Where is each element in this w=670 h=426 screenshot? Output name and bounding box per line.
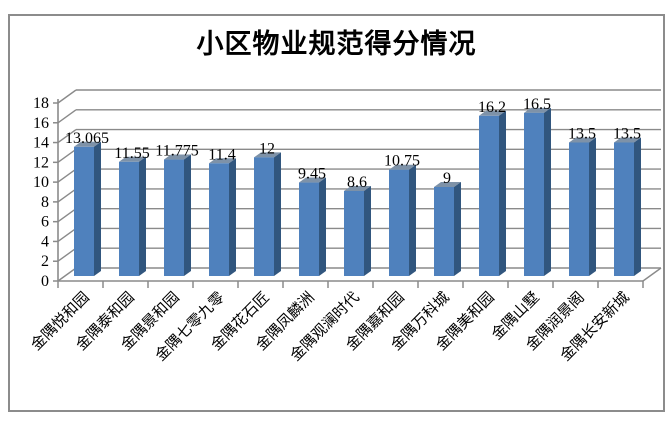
bar [569, 137, 596, 276]
bar-top-face [119, 156, 146, 162]
bar-side-face [589, 137, 596, 276]
bar [254, 152, 281, 276]
bars [74, 107, 641, 276]
bar-top-face [254, 152, 281, 158]
bar [299, 177, 326, 276]
bar-side-face [274, 152, 281, 276]
bar-front-face [614, 142, 634, 276]
bar [119, 156, 146, 276]
bar-front-face [479, 115, 499, 276]
bar-front-face [299, 182, 319, 276]
side-wall-edge [57, 109, 77, 124]
y-tick-label: 14 [33, 135, 49, 152]
bar-top-face [389, 164, 416, 170]
bar-top-face [479, 110, 506, 116]
bar-value-label: 13.5 [568, 126, 596, 143]
bar-side-face [454, 182, 461, 276]
bar-value-label: 9.45 [298, 166, 326, 183]
bar-front-face [524, 112, 544, 276]
y-tick-label: 18 [33, 95, 49, 112]
bar [209, 158, 236, 276]
bar-side-face [544, 107, 551, 276]
bar-side-face [184, 154, 191, 276]
bar-side-face [229, 158, 236, 276]
bar-side-face [409, 164, 416, 276]
bar [164, 154, 191, 276]
bar-value-label: 16.5 [523, 96, 551, 113]
y-tick-label: 12 [33, 154, 49, 171]
bar-value-label: 11.775 [155, 143, 198, 160]
y-axis-labels: 0 2 4 6 8 10 12 14 16 18 [33, 95, 49, 290]
bar [479, 110, 506, 276]
side-wall-edge [57, 247, 77, 262]
bar-front-face [164, 159, 184, 276]
bar-front-face [119, 161, 139, 276]
bar-front-face [389, 169, 409, 276]
side-wall-edge [57, 168, 77, 183]
side-wall-edge [57, 89, 77, 104]
bar-top-face [164, 154, 191, 160]
side-wall-edge [57, 227, 77, 243]
bar-front-face [74, 146, 94, 276]
value-labels: 13.065 11.55 11.775 11.4 12 9.45 8.6 10.75 9 16.2… [65, 96, 641, 191]
bar-front-face [434, 187, 454, 276]
bar [344, 185, 371, 276]
bar-value-label: 16.2 [478, 99, 506, 116]
bar-side-face [319, 177, 326, 276]
y-tick-label: 16 [33, 115, 49, 132]
bar-value-label: 13.065 [65, 130, 109, 147]
bar-front-face [344, 190, 364, 276]
bar [524, 107, 551, 276]
bar-value-label: 9 [443, 170, 451, 187]
bar-top-face [209, 158, 236, 164]
bar-value-label: 12 [259, 140, 275, 157]
bar-value-label: 11.55 [114, 145, 149, 162]
bar-front-face [254, 157, 274, 276]
y-tick-label: 4 [41, 233, 49, 250]
y-tick-label: 8 [41, 194, 49, 211]
bar-value-label: 10.75 [384, 153, 420, 170]
side-wall-edge [57, 148, 77, 163]
bar-top-face [299, 177, 326, 183]
bar-top-face [434, 182, 461, 187]
bar [389, 164, 416, 276]
side-wall-edge [57, 267, 77, 282]
y-tick-label: 10 [33, 174, 49, 191]
bar [614, 137, 641, 276]
bar-side-face [94, 141, 101, 276]
x-axis-labels: 金隅悦和园金隅泰和园金隅景和园金隅七零九零金隅花石匠金隅凤麟洲金隅观澜时代金隅嘉… [28, 289, 633, 365]
bar-top-face [74, 141, 101, 147]
chart-frame: 小区物业规范得分情况 [8, 14, 665, 412]
y-tick-label: 0 [41, 273, 49, 290]
bar-side-face [139, 156, 146, 276]
bar-value-label: 13.5 [613, 126, 641, 143]
bar-value-label: 8.6 [347, 174, 367, 191]
bar-top-face [344, 185, 371, 191]
bar-side-face [634, 137, 641, 276]
floor-right-edge [642, 267, 662, 282]
bar-top-face [524, 107, 551, 113]
bar-side-face [499, 110, 506, 276]
bar [74, 141, 101, 276]
bar-top-face [614, 137, 641, 143]
bar-side-face [364, 185, 371, 276]
bar-value-label: 11.4 [208, 146, 235, 163]
side-wall-edge [57, 128, 77, 144]
bar-front-face [209, 163, 229, 276]
bar [434, 182, 461, 276]
side-wall-edge [57, 188, 77, 203]
chart-title: 小区物业规范得分情况 [196, 29, 477, 59]
y-tick-label: 2 [41, 253, 49, 270]
bar-front-face [569, 142, 589, 276]
bar-top-face [569, 137, 596, 143]
axes [53, 99, 662, 288]
side-wall-edge [57, 208, 77, 223]
y-tick-label: 6 [41, 214, 49, 231]
